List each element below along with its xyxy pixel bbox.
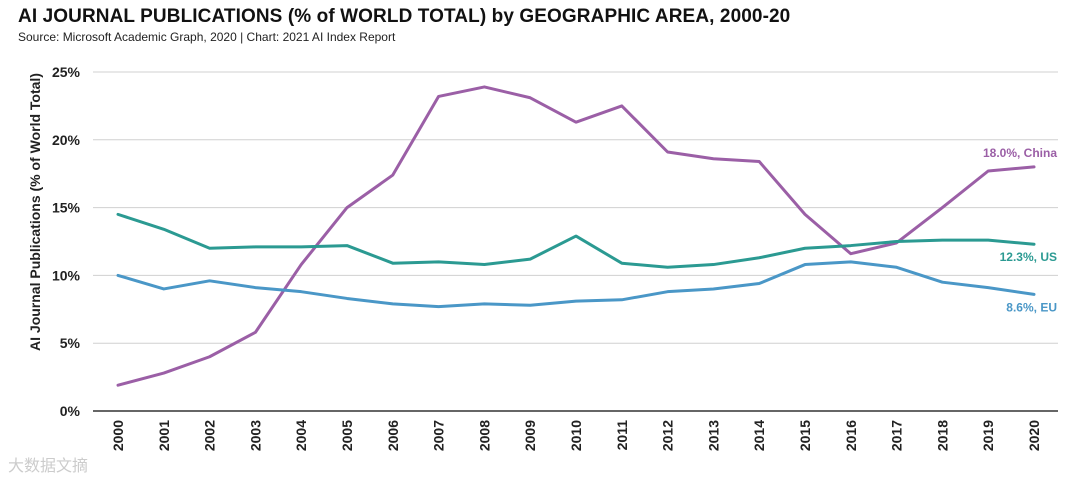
x-tick-label: 2008 xyxy=(476,420,492,451)
end-label-eu: 8.6%, EU xyxy=(1006,300,1057,314)
x-tick-label: 2014 xyxy=(751,420,767,451)
x-tick-label: 2004 xyxy=(293,420,309,451)
end-label-us: 12.3%, US xyxy=(1000,250,1057,264)
series-line-us xyxy=(116,212,1036,269)
y-tick-label: 10% xyxy=(52,267,81,283)
x-axis-ticks: 2000 2001 2002 2003 2004 2005 2006 2007 2008 2009… xyxy=(110,420,1042,451)
x-tick-label: 2000 xyxy=(110,420,126,451)
series-end-labels: 18.0%, China 12.3%, US 8.6%, EU xyxy=(983,146,1057,314)
x-tick-label: 2007 xyxy=(431,420,447,451)
y-tick-label: 15% xyxy=(52,200,81,216)
y-axis-ticks: 0% 5% 10% 15% 20% 25% xyxy=(52,64,81,419)
end-label-china: 18.0%, China xyxy=(983,146,1057,160)
x-tick-label: 2012 xyxy=(660,420,676,451)
x-tick-label: 2011 xyxy=(614,420,630,451)
x-tick-label: 2013 xyxy=(705,420,721,451)
x-tick-label: 2017 xyxy=(889,420,905,451)
gridlines xyxy=(93,71,1058,412)
x-tick-label: 2009 xyxy=(522,420,538,451)
x-tick-label: 2001 xyxy=(156,420,172,451)
series-line-china xyxy=(116,85,1036,387)
x-tick-label: 2002 xyxy=(202,420,218,451)
x-tick-label: 2020 xyxy=(1026,420,1042,451)
series-line-eu xyxy=(116,260,1036,309)
x-tick-label: 2010 xyxy=(568,420,584,451)
x-tick-label: 2015 xyxy=(797,420,813,451)
x-tick-label: 2016 xyxy=(843,420,859,451)
y-tick-label: 5% xyxy=(60,335,81,351)
y-tick-label: 0% xyxy=(60,403,81,419)
x-tick-label: 2018 xyxy=(934,420,950,451)
x-tick-label: 2006 xyxy=(385,420,401,451)
chart-subtitle: Source: Microsoft Academic Graph, 2020 |… xyxy=(18,30,396,44)
y-axis-label: AI Journal Publications (% of World Tota… xyxy=(27,73,43,351)
y-tick-label: 25% xyxy=(52,64,81,80)
series-lines xyxy=(116,85,1036,387)
x-tick-label: 2005 xyxy=(339,420,355,451)
chart-title: AI JOURNAL PUBLICATIONS (% of WORLD TOTA… xyxy=(18,6,791,27)
y-tick-label: 20% xyxy=(52,132,81,148)
x-tick-label: 2003 xyxy=(247,420,263,451)
x-tick-label: 2019 xyxy=(980,420,996,451)
watermark: 大数据文摘 xyxy=(8,458,89,475)
